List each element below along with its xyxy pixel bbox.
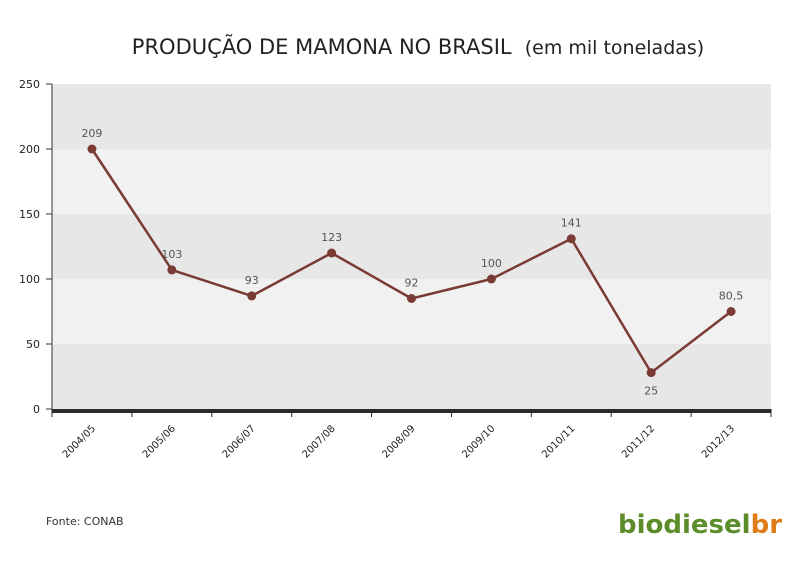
data-label: 100 xyxy=(481,257,502,270)
series-line-group xyxy=(87,144,736,378)
data-point xyxy=(167,265,177,275)
x-tick-label: 2007/08 xyxy=(301,423,338,460)
plot-background xyxy=(52,84,771,409)
data-point xyxy=(646,368,656,378)
x-tick-label: 2011/12 xyxy=(620,423,657,460)
x-axis-line xyxy=(52,409,771,413)
x-tick-label: 2004/05 xyxy=(61,423,98,460)
data-label: 80,5 xyxy=(719,290,744,303)
x-axis: 2004/05 2005/06 2006/07 2007/08 2008/09 2009/… xyxy=(51,409,772,460)
grid-band xyxy=(52,214,771,279)
x-tick-label: 2006/07 xyxy=(221,423,258,460)
y-tick-label: 100 xyxy=(19,273,40,286)
chart-title: PRODUÇÃO DE MAMONA NO BRASIL (em mil ton… xyxy=(132,33,704,59)
grid-band xyxy=(52,344,771,409)
data-point xyxy=(247,291,257,301)
biodieselbr-logo: biodieselbr xyxy=(618,510,782,540)
logo-text-part1: biodiesel xyxy=(618,510,751,540)
data-label: 103 xyxy=(161,248,182,261)
y-tick-label: 250 xyxy=(19,78,40,91)
x-tick-label: 2012/13 xyxy=(700,423,737,460)
y-axis: 0 50 100 150 200 250 xyxy=(19,78,53,416)
grid-band xyxy=(52,279,771,344)
data-label: 123 xyxy=(321,231,342,244)
data-label: 92 xyxy=(405,277,419,290)
y-tick-label: 200 xyxy=(19,143,40,156)
y-tick-label: 0 xyxy=(33,403,40,416)
data-point xyxy=(726,307,736,316)
grid-band xyxy=(52,149,771,214)
data-point xyxy=(407,294,416,303)
data-point xyxy=(566,234,576,244)
chart-title-unit: (em mil toneladas) xyxy=(525,37,705,59)
x-tick-label: 2005/06 xyxy=(141,423,178,460)
chart-title-main: PRODUÇÃO DE MAMONA NO BRASIL xyxy=(132,33,512,59)
data-label: 25 xyxy=(644,385,658,398)
x-tick-label: 2008/09 xyxy=(380,423,417,460)
logo-text-part2: br xyxy=(751,510,783,540)
x-tick-label: 2010/11 xyxy=(540,423,577,460)
y-tick-label: 50 xyxy=(26,338,40,351)
data-point xyxy=(87,144,97,154)
y-tick-label: 150 xyxy=(19,208,40,221)
data-point xyxy=(327,248,337,258)
data-label: 209 xyxy=(81,127,102,140)
data-point xyxy=(486,274,496,284)
grid-band xyxy=(52,84,771,149)
data-label: 141 xyxy=(561,217,582,230)
x-tick-label: 2009/10 xyxy=(460,423,497,460)
data-labels: 209 103 93 123 92 100 141 25 80,5 xyxy=(81,127,743,398)
source-note: Fonte: CONAB xyxy=(46,515,124,528)
data-label: 93 xyxy=(245,274,259,287)
